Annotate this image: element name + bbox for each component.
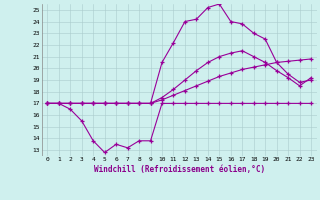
X-axis label: Windchill (Refroidissement éolien,°C): Windchill (Refroidissement éolien,°C) <box>94 165 265 174</box>
